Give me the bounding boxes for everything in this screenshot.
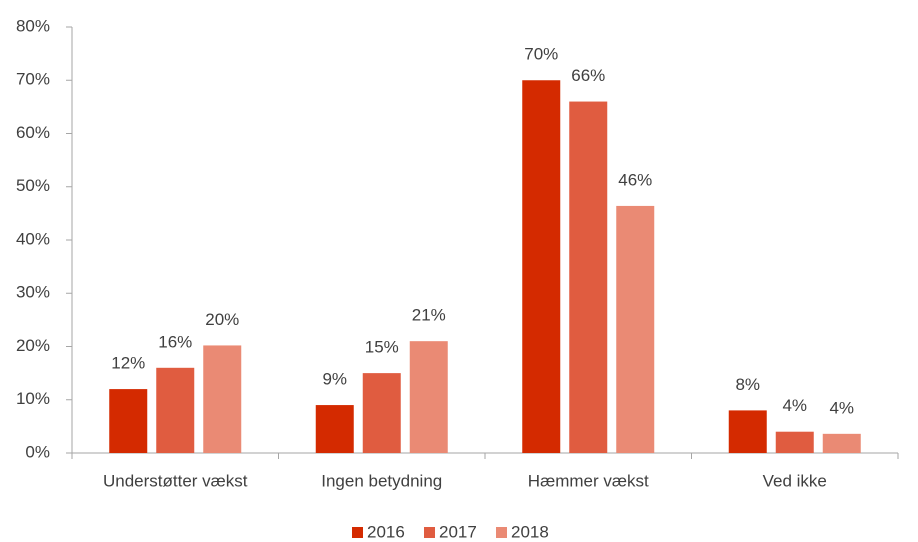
bar — [315, 405, 354, 453]
bar — [728, 410, 767, 453]
data-label: 8% — [735, 375, 760, 394]
data-label: 15% — [365, 338, 399, 357]
legend-swatch — [496, 527, 507, 538]
bar — [156, 367, 195, 453]
bar — [203, 345, 242, 453]
bar — [569, 101, 608, 454]
data-label: 66% — [571, 66, 605, 85]
y-tick-label: 50% — [16, 176, 50, 195]
legend-swatch — [352, 527, 363, 538]
y-tick-label: 70% — [16, 70, 50, 89]
y-tick-label: 40% — [16, 229, 50, 248]
x-tick-label: Understøtter vækst — [103, 471, 248, 490]
y-tick-label: 0% — [25, 442, 50, 461]
y-tick-label: 20% — [16, 336, 50, 355]
bar — [109, 389, 148, 453]
x-tick-label: Hæmmer vækst — [528, 471, 649, 490]
bar — [616, 205, 655, 453]
bar — [409, 341, 448, 453]
data-label: 9% — [322, 370, 347, 389]
legend-label: 2016 — [367, 522, 405, 541]
bar — [522, 80, 561, 453]
x-tick-label: Ved ikke — [763, 471, 827, 490]
data-label: 46% — [618, 170, 652, 189]
bar — [775, 431, 814, 453]
data-label: 4% — [782, 396, 807, 415]
y-tick-label: 60% — [16, 123, 50, 142]
data-label: 20% — [205, 310, 239, 329]
bar — [362, 373, 401, 453]
y-tick-label: 10% — [16, 389, 50, 408]
legend-swatch — [424, 527, 435, 538]
data-label: 16% — [158, 332, 192, 351]
data-label: 70% — [524, 45, 558, 64]
y-tick-label: 30% — [16, 283, 50, 302]
data-label: 4% — [829, 398, 854, 417]
legend-label: 2018 — [511, 522, 549, 541]
data-label: 12% — [111, 354, 145, 373]
legend-label: 2017 — [439, 522, 477, 541]
bar — [822, 433, 861, 453]
y-tick-label: 80% — [16, 16, 50, 35]
x-tick-label: Ingen betydning — [321, 471, 442, 490]
data-label: 21% — [412, 306, 446, 325]
